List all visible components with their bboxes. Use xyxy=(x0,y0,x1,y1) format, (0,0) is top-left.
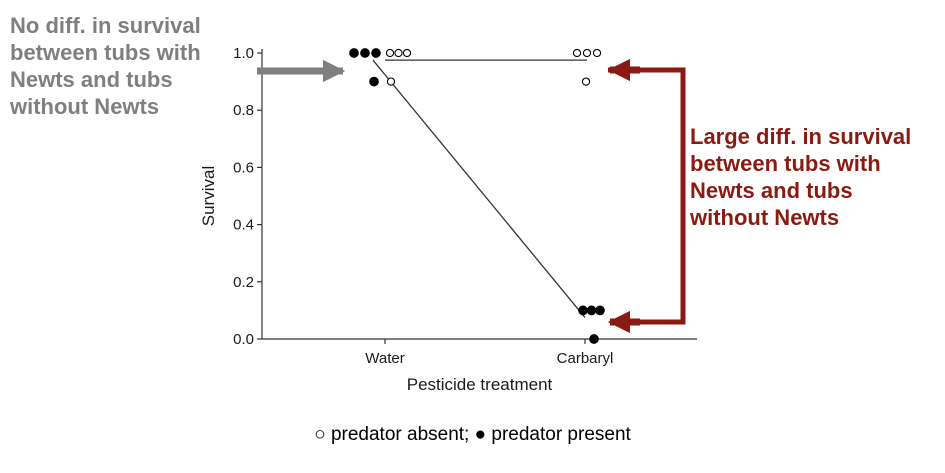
right-annotation-line: Large diff. in survival xyxy=(690,124,912,149)
data-point-predator-present xyxy=(360,48,370,58)
data-point-predator-absent xyxy=(582,48,592,58)
y-tick-label: 0.6 xyxy=(233,159,254,176)
x-tick-label: Water xyxy=(365,350,404,367)
data-point-predator-absent xyxy=(592,48,602,58)
legend-absent-label: predator absent; xyxy=(330,424,470,445)
right-annotation-line: without Newts xyxy=(690,205,840,230)
data-point-predator-present xyxy=(369,76,379,87)
data-point-predator-present xyxy=(595,305,605,316)
data-point-predator-absent xyxy=(402,48,412,58)
left-annotation: No diff. in survival between tubs with N… xyxy=(10,12,250,120)
filled-circle-icon: ● xyxy=(474,424,487,445)
left-annotation-line: without Newts xyxy=(10,94,160,119)
left-annotation-line: Newts and tubs xyxy=(10,67,173,92)
y-tick-label: 0.2 xyxy=(233,274,254,291)
open-circle-icon: ○ xyxy=(314,424,326,445)
y-axis-label: Survival xyxy=(199,166,218,226)
x-tick-label: Carbaryl xyxy=(557,350,614,367)
data-point-predator-absent xyxy=(386,77,396,86)
right-annotation: Large diff. in survival between tubs wit… xyxy=(690,123,940,231)
data-point-predator-absent xyxy=(385,48,395,58)
series-line-predator-present xyxy=(372,59,586,318)
legend: ○ predator absent; ● predator present xyxy=(0,424,945,446)
left-annotation-line: No diff. in survival xyxy=(10,13,201,38)
data-point-predator-present xyxy=(349,48,359,58)
x-axis-label: Pesticide treatment xyxy=(407,375,553,394)
data-point-predator-absent xyxy=(572,48,582,58)
data-point-predator-absent xyxy=(394,48,403,58)
right-annotation-line: Newts and tubs xyxy=(690,178,853,203)
right-annotation-line: between tubs with xyxy=(690,151,881,176)
y-tick-label: 0.8 xyxy=(233,102,254,119)
data-point-predator-present xyxy=(589,334,599,344)
y-tick-label: 0.4 xyxy=(233,217,254,234)
data-point-predator-present xyxy=(586,305,597,316)
y-tick-label: 1.0 xyxy=(233,45,254,62)
data-point-predator-present xyxy=(578,305,588,316)
legend-present-label: predator present xyxy=(491,424,631,445)
left-annotation-line: between tubs with xyxy=(10,40,201,65)
right-annotation-bracket xyxy=(608,67,686,325)
y-tick-label: 0.0 xyxy=(233,331,254,348)
data-point-predator-absent xyxy=(581,77,591,86)
data-point-predator-present xyxy=(371,48,381,58)
